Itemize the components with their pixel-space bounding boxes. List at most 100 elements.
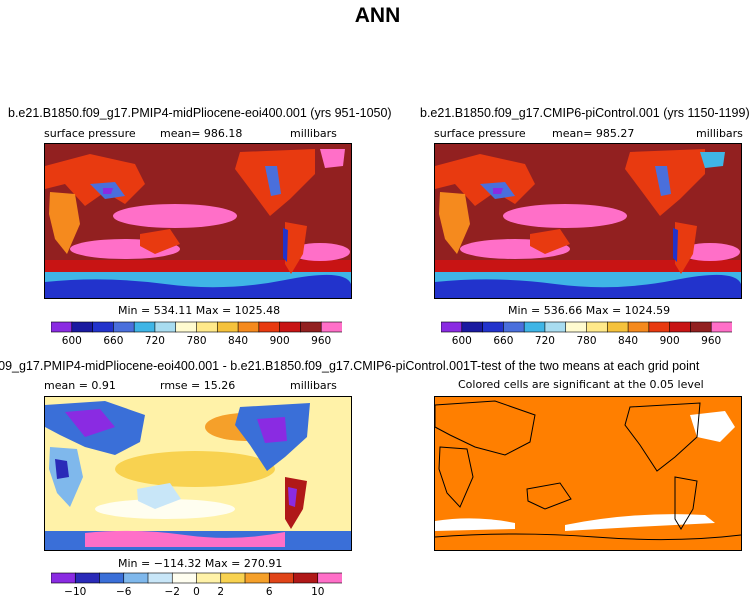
panel1-colorbar-swatch [216,321,239,333]
panel3-right-label: millibars [290,379,337,392]
panel2-southern-band [435,260,741,272]
panel1-colorbar-tick-label: 780 [186,335,206,347]
panel2-highpressure-satl [680,243,740,261]
panel1-title: b.e21.B1850.f09_g17.PMIP4-midPliocene-eo… [8,106,392,120]
panel3-colorbar-tick-label: −6 [116,586,132,598]
panel1-colorbar-tick-label: 840 [228,335,248,347]
panel1-land-africa [49,192,80,254]
panel1-highpressure-satl [290,243,350,261]
panel2-highpressure-npac [503,204,627,228]
panel2-andes [673,228,678,262]
panel3-colorbar-tick-label: 0 [193,586,200,598]
panel3-land-australia [137,483,181,509]
panel1-left-label: surface pressure [44,127,136,140]
panel2-colorbar-tick-label: 900 [660,335,680,347]
panel1-colorbar-swatch [71,321,94,333]
panel3-colorbar: −10 −6 −2 0 2 6 10 [50,572,343,598]
panel1-greenland [320,149,345,168]
panel1-map [44,143,352,299]
panel1-colorbar-tick-label: 660 [103,335,123,347]
panel1-colorbar-swatch [113,321,135,333]
panel2-right-label: millibars [696,127,743,140]
panel1-center-label: mean= 986.18 [160,127,243,140]
panel2-colorbar-swatch [503,321,525,333]
panel2-rockies [655,166,671,196]
panel1-minmax: Min = 534.11 Max = 1025.48 [118,304,281,317]
panel3-center-label: rmse = 15.26 [160,379,236,392]
panel2-colorbar-swatch [606,321,629,333]
panel2-colorbar-svg: 6006607207808409009601020 [440,321,755,347]
panel1-map-svg [45,144,351,298]
panel3-left-label: mean = 0.91 [44,379,116,392]
panel1-colorbar-tick-label: 720 [145,335,165,347]
panel4-map-svg [435,397,741,550]
panel3-colorbar-swatch [196,572,222,584]
panel3-eurasia-core [65,409,115,437]
panel2-colorbar-swatch [482,321,504,333]
panel1-colorbar-swatch [154,321,177,333]
panel2-colorbar-tick-label: 720 [535,335,555,347]
panel1-rockies [265,166,281,196]
panel2-colorbar-swatch [648,321,671,333]
panel2-colorbar-swatch [523,321,546,333]
panel2-land-samerica [675,222,697,274]
panel1-colorbar-tick-label: 960 [311,335,331,347]
panel3-samerica-core [288,487,297,507]
panel3-colorbar-tick-label: −10 [64,586,86,598]
panel4-coast-eurasia [435,400,536,456]
panel1-colorbar-tick-label: 600 [62,335,82,347]
panel3-namerica-core [257,417,287,443]
panel4-coast-samerica [674,476,698,530]
panel4-nonsig-south-1 [435,518,515,531]
panel1-colorbar-tick-label: 900 [270,335,290,347]
panel2-colorbar-swatch [440,321,463,333]
page-title: ANN [354,4,401,27]
panel2-antarctica-interior [435,274,741,298]
panel4-coast-antarctica [435,533,741,541]
panel4-title: T-test of the two means at each grid poi… [470,359,700,373]
panel2-colorbar-tick-label: 660 [493,335,513,347]
panel1-colorbar-swatch [133,321,156,333]
panel3-colorbar-tick-label: 6 [266,586,273,598]
panel2-land-australia [530,229,570,254]
panel2-colorbar-tick-label: 600 [452,335,472,347]
panel2-colorbar-swatch [710,321,733,333]
panel2-land-africa [439,192,470,254]
panel2-colorbar-swatch [544,321,567,333]
panel2-colorbar-tick-label: 840 [618,335,638,347]
panel3-colorbar-swatch [317,572,343,584]
panel2-colorbar: 6006607207808409009601020 [440,321,755,347]
panel4-nonsig-south-2 [565,514,715,531]
panel4-coast-australia [526,482,572,510]
panel2-left-label: surface pressure [434,127,526,140]
panel3-colorbar-swatch [50,572,76,584]
panel1-colorbar-swatch [92,321,114,333]
panel2-colorbar-swatch [627,321,650,333]
panel2-minmax: Min = 536.66 Max = 1024.59 [508,304,671,317]
panel2-map-svg [435,144,741,298]
panel3-colorbar-swatch [293,572,319,584]
panel3-colorbar-tick-label: 2 [217,586,224,598]
panel3-colorbar-swatch [123,572,149,584]
panel3-title-clip: b.e21.B1850.f09_g17.PMIP4-midPliocene-eo… [0,357,470,375]
panel1-tibet-core [103,188,113,194]
panel1-right-label: millibars [290,127,337,140]
panel1-antarctica-interior [45,274,351,298]
panel4-map [434,396,742,551]
panel4-nonsig-natl [690,411,735,442]
panel2-colorbar-swatch [461,321,484,333]
panel2-center-label: mean= 985.27 [552,127,635,140]
panel1-colorbar-swatch [279,321,302,333]
panel3-colorbar-swatch [74,572,101,584]
panel4-coast-namerica [624,402,701,472]
panel3-map-svg [45,397,351,550]
panel1-colorbar-swatch [50,321,73,333]
panel2-map [434,143,742,299]
panel4-coast-africa [438,446,474,508]
panel3-colorbar-swatch [220,572,246,584]
panel3-colorbar-tick-label: 10 [311,586,324,598]
panel2-title: b.e21.B1850.f09_g17.CMIP6-piControl.001 … [420,106,750,120]
panel3-africa-core [55,459,69,479]
panel3-colorbar-swatch [171,572,198,584]
panel2-colorbar-swatch [586,321,608,333]
